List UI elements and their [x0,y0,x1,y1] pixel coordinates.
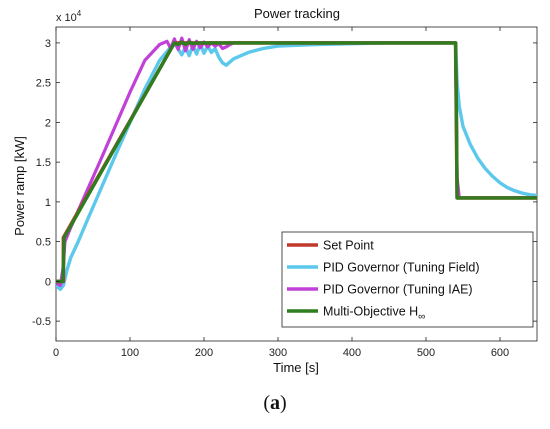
legend-entry-0: Set Point [323,239,374,253]
x-tick-label: 100 [121,347,139,359]
y-tick-label: 1.5 [36,157,51,169]
legend-box [281,231,534,328]
legend-entry-3: Multi-Objective H∞ [323,305,425,323]
y-tick-label: -0.5 [32,316,51,328]
y-tick-label: 3 [45,38,51,50]
y-multiplier-exponent: 4 [77,9,82,18]
series-line-3 [56,40,537,284]
chart-title: Power tracking [254,6,340,21]
legend: Set Point PID Governor (Tuning Field) PID … [281,231,534,328]
axis-ticks: 0 100 200 300 400 500 600 -0.5 0 0.5 1 1.5 2 2.5 3 [32,27,537,359]
x-tick-label: 600 [491,347,509,359]
y-tick-label: 2 [45,117,51,129]
y-multiplier-base: x 10 [56,12,77,24]
x-axis-label: Time [s] [273,360,319,375]
caption-close: ) [280,392,287,414]
series-line-1 [56,41,537,291]
y-tick-label: 2.5 [36,78,51,90]
y-tick-label: 1 [45,197,51,209]
caption-letter: a [270,392,280,414]
legend-entry-2: PID Governor (Tuning IAE) [323,283,473,297]
power-tracking-chart: 0 100 200 300 400 500 600 -0.5 0 0.5 1 1.5 2 2.5 3 Set… [12,6,538,375]
y-tick-label: 0.5 [36,237,51,249]
x-tick-label: 500 [417,347,435,359]
x-tick-label: 400 [343,347,361,359]
x-tick-label: 0 [53,347,59,359]
y-multiplier-label: x 104 [56,9,82,24]
y-tick-label: 0 [45,276,51,288]
figure-caption: (a) [0,392,550,415]
x-tick-label: 300 [269,347,287,359]
x-tick-label: 200 [195,347,213,359]
y-axis-label: Power ramp [kW] [12,136,27,236]
series-lines [56,36,537,291]
caption-open: ( [263,392,270,414]
legend-entry-1: PID Governor (Tuning Field) [323,261,480,275]
